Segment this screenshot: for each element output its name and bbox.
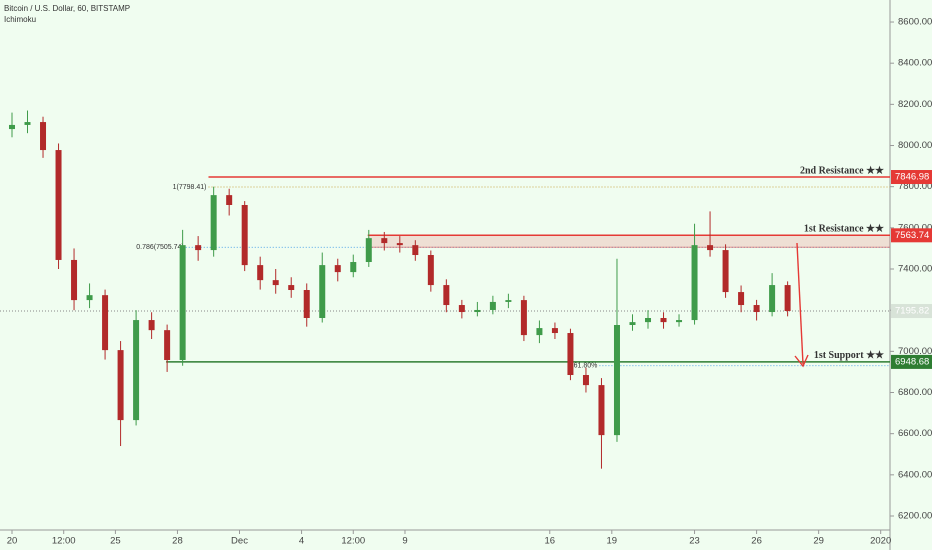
candle-body xyxy=(117,350,124,421)
y-tick-label: 6800.00 xyxy=(898,387,932,398)
candle-body xyxy=(629,322,636,325)
candle-body xyxy=(195,245,202,251)
candle-body xyxy=(474,309,481,313)
fib-label: 1(7798.41) xyxy=(173,184,207,191)
level-name: 2nd Resistance ★★ xyxy=(800,165,884,176)
candle-body xyxy=(458,305,465,313)
candle-body xyxy=(257,265,264,281)
x-tick-label: 28 xyxy=(172,536,183,547)
y-tick-label: 6400.00 xyxy=(898,469,932,480)
level-name: 1st Resistance ★★ xyxy=(804,224,884,235)
candle-body xyxy=(582,375,589,386)
candle-body xyxy=(738,292,745,306)
x-tick-label: 12:00 xyxy=(52,536,76,547)
x-tick-label: 12:00 xyxy=(341,536,365,547)
y-tick-label: 7600.00 xyxy=(898,222,932,233)
y-tick-label: 7400.00 xyxy=(898,264,932,275)
resistance-zone xyxy=(367,235,891,248)
candle-body xyxy=(412,245,419,256)
candle-body xyxy=(164,330,171,360)
y-tick-label: 7000.00 xyxy=(898,346,932,357)
x-tick-label: 9 xyxy=(402,536,407,547)
marks: 6200.006400.006600.006800.007000.007200.… xyxy=(0,17,932,547)
x-tick-label: Dec xyxy=(231,536,248,547)
current-price-label: 7195.82 xyxy=(895,306,929,317)
level-price-label: 7846.98 xyxy=(895,172,929,183)
candle-body xyxy=(443,285,450,306)
candle-body xyxy=(40,122,47,151)
candle-body xyxy=(55,150,62,260)
candle-body xyxy=(536,328,543,336)
candle-body xyxy=(365,238,372,263)
y-tick-label: 6200.00 xyxy=(898,511,932,522)
candle-body xyxy=(489,301,496,310)
candle-body xyxy=(707,245,714,251)
level-name: 1st Support ★★ xyxy=(814,350,884,361)
plot-background xyxy=(0,0,890,530)
candle-body xyxy=(8,124,15,130)
candle-body xyxy=(288,285,295,291)
arrow-head xyxy=(794,354,809,368)
candle-body xyxy=(303,290,310,318)
x-tick-label: 26 xyxy=(751,536,762,547)
candle-body xyxy=(133,320,140,421)
fib-label: 0.786(7505.74) xyxy=(136,244,183,251)
candle-body xyxy=(272,280,279,286)
candle-body xyxy=(691,245,698,321)
x-tick-label: 2020 xyxy=(870,536,891,547)
candle-body xyxy=(551,328,558,334)
level-price-label: 7563.74 xyxy=(895,230,929,241)
arrow xyxy=(796,242,804,365)
candle-body xyxy=(505,300,512,302)
y-tick-label: 8000.00 xyxy=(898,140,932,151)
level-price-box xyxy=(891,228,932,243)
level-price-box xyxy=(891,354,932,369)
x-tick-label: 29 xyxy=(813,536,824,547)
candle-body xyxy=(520,300,527,336)
candle-body xyxy=(722,250,729,293)
chart-title: Bitcoin / U.S. Dollar, 60, BITSTAMP xyxy=(4,4,130,13)
candle-body xyxy=(613,324,620,436)
level-price-box xyxy=(891,170,932,185)
current-price-box xyxy=(891,304,932,319)
candle-body xyxy=(396,243,403,246)
y-tick-label: 8400.00 xyxy=(898,58,932,69)
level-price-label: 6948.68 xyxy=(895,356,929,367)
y-tick-label: 8600.00 xyxy=(898,17,932,28)
candle-body xyxy=(334,265,341,273)
candle-body xyxy=(784,285,791,312)
y-tick-label: 7800.00 xyxy=(898,181,932,192)
x-tick-label: 25 xyxy=(110,536,121,547)
candle-body xyxy=(319,265,326,318)
x-tick-label: 16 xyxy=(544,536,555,547)
candle-body xyxy=(148,320,155,331)
candle-body xyxy=(645,318,652,323)
candle-body xyxy=(241,205,248,266)
candle-body xyxy=(676,320,683,323)
candle-body xyxy=(769,285,776,313)
candle-body xyxy=(86,295,93,301)
candle-body xyxy=(24,122,31,125)
candle-body xyxy=(660,318,667,323)
candle-body xyxy=(381,238,388,244)
candle-body xyxy=(567,333,574,376)
candle-body xyxy=(71,259,78,301)
candle-body xyxy=(753,305,760,313)
x-tick-label: 23 xyxy=(689,536,700,547)
candle-body xyxy=(598,385,605,436)
x-tick-label: 20 xyxy=(7,536,18,547)
x-tick-label: 4 xyxy=(299,536,304,547)
candle-body xyxy=(350,262,357,273)
fib-label: 61.80% xyxy=(574,363,598,370)
candle-body xyxy=(102,295,109,351)
x-tick-label: 19 xyxy=(607,536,618,547)
indicator-name: Ichimoku xyxy=(4,15,36,24)
candle-body xyxy=(226,195,233,206)
candle-body xyxy=(427,255,434,286)
candle-body xyxy=(210,195,217,251)
y-tick-label: 8200.00 xyxy=(898,99,932,110)
y-tick-label: 6600.00 xyxy=(898,428,932,439)
candle-body xyxy=(179,245,186,360)
